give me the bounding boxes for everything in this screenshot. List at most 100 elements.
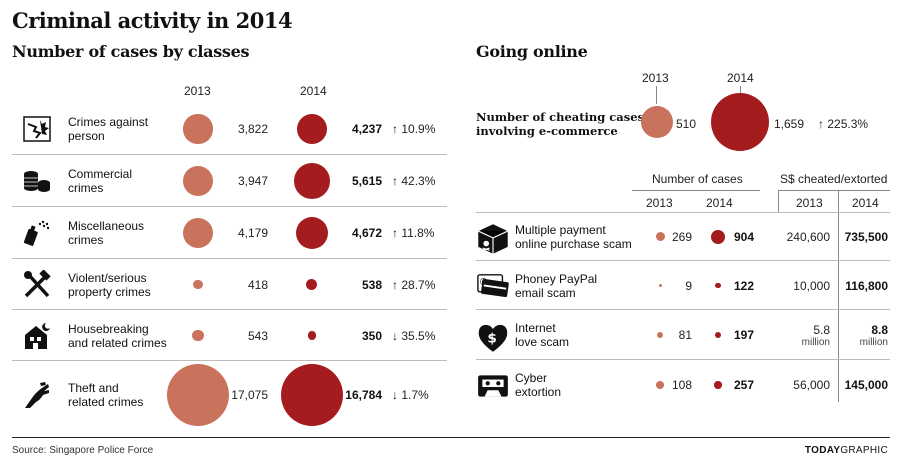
scam-label-line: Cyber bbox=[515, 371, 548, 385]
table-row-divider bbox=[476, 212, 890, 213]
money-2014-value: 145,000 bbox=[844, 378, 888, 392]
change-arrow: ↓ bbox=[392, 328, 398, 343]
ecom-2013-value: 510 bbox=[676, 117, 697, 131]
scam-label: Internet love scam bbox=[515, 321, 569, 349]
change-indicator: ↑ 10.9% bbox=[392, 122, 435, 136]
change-indicator: ↑ 11.8% bbox=[392, 226, 434, 240]
grabbing-hand-icon bbox=[22, 380, 52, 410]
crime-class-label-line: Housebreaking bbox=[68, 321, 149, 336]
money-group-header: S$ cheated/extorted bbox=[780, 172, 888, 186]
ecom-change-pct: 225.3% bbox=[827, 117, 869, 131]
case-bubble-2013 bbox=[656, 381, 664, 389]
source-note: Source: Singapore Police Force bbox=[12, 445, 154, 456]
money-header-rule bbox=[778, 190, 890, 191]
crime-class-label: Theft and related crimes bbox=[68, 381, 143, 409]
scam-label-line: email scam bbox=[515, 285, 576, 300]
bubble-2013 bbox=[183, 114, 213, 144]
cases-2013-value: 9 bbox=[685, 278, 692, 293]
cases-2014-value: 197 bbox=[733, 328, 754, 342]
scam-label: Cyber extortion bbox=[515, 371, 561, 399]
right-section-title: Going online bbox=[476, 42, 588, 61]
crime-class-label-line: Crimes against bbox=[68, 115, 149, 129]
cases-col-2014: 2014 bbox=[706, 196, 733, 210]
row-divider bbox=[12, 258, 447, 259]
case-bubble-2014 bbox=[714, 331, 722, 339]
ecom-2013-leader bbox=[656, 86, 657, 104]
bubble-2014 bbox=[307, 331, 317, 340]
change-pct: 1.7% bbox=[401, 388, 429, 402]
crime-class-label-line: crimes bbox=[68, 181, 104, 195]
value-2014: 538 bbox=[361, 277, 382, 292]
crime-class-label-line: Miscellaneous bbox=[68, 219, 145, 233]
heart-dollar-icon: $ bbox=[476, 320, 510, 352]
coins-icon bbox=[22, 166, 52, 196]
value-2014: 350 bbox=[361, 328, 382, 343]
row-divider bbox=[12, 360, 447, 361]
change-indicator: ↓ 35.5% bbox=[392, 329, 435, 343]
change-pct: 11.8% bbox=[401, 226, 435, 240]
bubble-2014 bbox=[306, 278, 318, 290]
left-section-title: Number of cases by classes bbox=[12, 42, 250, 61]
money-col-2014: 2014 bbox=[852, 196, 879, 210]
ecom-label: Number of cheating cases involving e-com… bbox=[476, 110, 644, 138]
bubble-2013 bbox=[182, 217, 214, 249]
credit-suffix: GRAPHIC bbox=[840, 445, 888, 456]
value-2013: 418 bbox=[247, 277, 268, 292]
crime-class-label: Commercial crimes bbox=[68, 167, 132, 195]
value-2014: 4,672 bbox=[351, 226, 382, 240]
ecom-2014-bubble bbox=[711, 93, 769, 151]
change-pct: 28.7% bbox=[401, 277, 436, 292]
crime-class-label-line: crimes bbox=[68, 233, 104, 247]
row-divider bbox=[12, 309, 447, 310]
ecom-2014-leader bbox=[740, 86, 741, 96]
scam-label: Multiple payment online purchase scam bbox=[515, 223, 632, 251]
bubble-2013 bbox=[193, 279, 203, 290]
cases-2013-value: 81 bbox=[678, 328, 692, 342]
crime-class-label: Violent/serious property crimes bbox=[68, 271, 151, 299]
change-indicator: ↑ 42.3% bbox=[392, 174, 435, 188]
table-row-divider bbox=[476, 260, 890, 261]
money-2014-value: 116,800 bbox=[845, 278, 888, 293]
money-2013-value: 56,000 bbox=[793, 378, 830, 392]
value-2014: 5,615 bbox=[351, 174, 382, 188]
money-2014-unit: million bbox=[859, 337, 888, 348]
money-left-divider bbox=[778, 190, 779, 212]
case-bubble-2014 bbox=[714, 381, 722, 389]
money-col-2013: 2013 bbox=[796, 196, 823, 210]
cases-2013-value: 269 bbox=[671, 229, 692, 244]
ecom-change-arrow: ↑ bbox=[818, 117, 824, 131]
ecom-2013-bubble bbox=[641, 106, 673, 138]
money-2014-value: 735,500 bbox=[844, 229, 888, 244]
money-2014-value: 8.8 bbox=[871, 323, 888, 337]
bubble-2014 bbox=[281, 364, 343, 426]
scam-label-line: Internet bbox=[515, 321, 556, 335]
house-night-icon bbox=[22, 321, 52, 351]
money-2013-unit: million bbox=[801, 337, 830, 348]
bubble-2013 bbox=[192, 329, 204, 342]
money-2013-value: 5.8 bbox=[813, 323, 830, 337]
ecom-label-line1: Number of cheating cases bbox=[476, 110, 645, 124]
cassette-icon bbox=[476, 370, 510, 400]
spray-can-icon bbox=[22, 218, 52, 248]
change-arrow: ↑ bbox=[392, 226, 398, 240]
crime-class-label-line: person bbox=[68, 129, 105, 143]
crime-class-label: Crimes against person bbox=[68, 115, 148, 143]
money-mid-divider bbox=[838, 190, 839, 402]
crime-class-label-line: Commercial bbox=[68, 167, 133, 181]
fist-impact-icon bbox=[22, 114, 52, 144]
bubble-2014 bbox=[294, 163, 330, 199]
value-2013: 17,075 bbox=[231, 388, 268, 402]
change-arrow: ↑ bbox=[392, 122, 398, 136]
year-2013-label: 2013 bbox=[184, 84, 211, 98]
credit: TODAYGRAPHIC bbox=[805, 445, 888, 456]
scam-label-line: Phoney PayPal bbox=[515, 271, 598, 286]
bubble-2014 bbox=[295, 216, 329, 250]
change-indicator: ↓ 1.7% bbox=[392, 388, 429, 402]
change-arrow: ↓ bbox=[392, 388, 398, 402]
row-divider bbox=[12, 154, 447, 155]
ecom-year-2013-label: 2013 bbox=[642, 71, 669, 85]
ecom-label-line2: involving e-commerce bbox=[476, 124, 618, 138]
value-2013: 543 bbox=[247, 328, 268, 343]
cases-2014-value: 257 bbox=[733, 378, 754, 392]
ecom-2014-value: 1,659 bbox=[774, 117, 805, 131]
